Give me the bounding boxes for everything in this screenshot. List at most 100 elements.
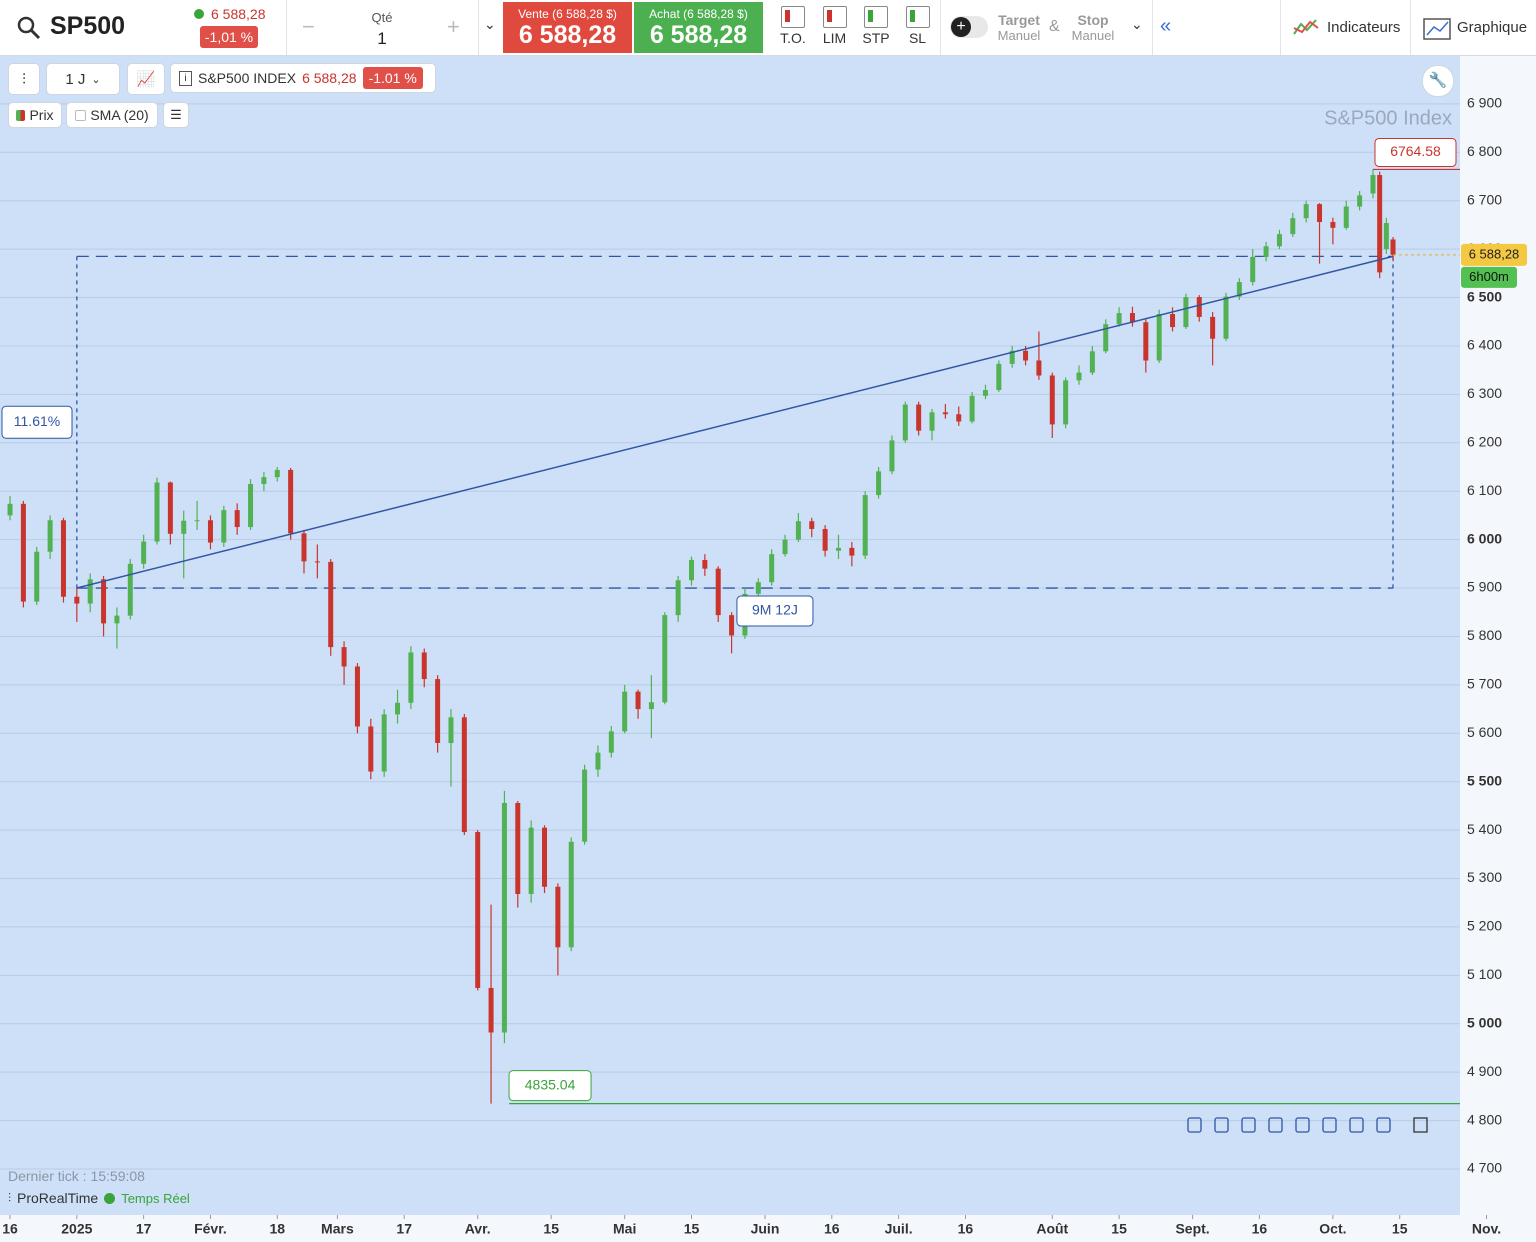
- candle-body: [1129, 313, 1135, 323]
- info-icon: [1413, 1117, 1428, 1133]
- header-price: 6 588,28: [302, 70, 357, 86]
- y-tick-label: 5 200: [1467, 918, 1502, 934]
- plus[interactable]: +: [447, 14, 460, 39]
- chart-menu[interactable]: Graphique: [1457, 19, 1528, 36]
- stop[interactable]: Stop Manuel: [1068, 12, 1118, 44]
- collapse[interactable]: «: [1160, 15, 1172, 37]
- qty[interactable]: 1: [377, 29, 387, 48]
- legend-menu[interactable]: ☰: [163, 102, 189, 128]
- order-label: SL: [908, 30, 927, 46]
- indicators[interactable]: Indicateurs: [1327, 19, 1401, 36]
- candle-body: [34, 551, 40, 602]
- candle-body: [595, 752, 601, 770]
- candle-body: [248, 483, 254, 528]
- chart-type[interactable]: 📈: [127, 63, 165, 95]
- candle-body: [421, 652, 427, 680]
- trend-line: [76, 255, 1394, 589]
- buy-button[interactable]: Achat (6 588,28 $) 6 588,28: [634, 2, 763, 53]
- sell-label: Vente (6 588,28 $): [518, 7, 617, 21]
- candle-body: [622, 691, 628, 732]
- candle-body: [221, 510, 227, 543]
- target-2: Manuel: [997, 28, 1041, 43]
- x-tick-label: Juin: [751, 1221, 780, 1237]
- candle-body: [368, 726, 374, 772]
- candle-body: [1370, 175, 1376, 194]
- candle-body: [261, 477, 267, 484]
- x-tick-label: 16: [1252, 1221, 1268, 1237]
- search-icon[interactable]: [16, 15, 42, 41]
- event-icon: [1295, 1117, 1310, 1133]
- candle-body: [542, 827, 548, 887]
- candle-body: [60, 520, 66, 597]
- y-tick-label: 5 800: [1467, 627, 1502, 643]
- minus[interactable]: −: [302, 14, 315, 39]
- target[interactable]: Target Manuel: [994, 12, 1044, 44]
- y-tick-label: 5 600: [1467, 724, 1502, 740]
- order-button[interactable]: LIM: [816, 6, 854, 46]
- y-tick-label: 6 200: [1467, 433, 1502, 449]
- candle-toggle[interactable]: ⫶: [8, 63, 40, 95]
- period-label: 1 J: [65, 70, 86, 88]
- order-button[interactable]: SL: [899, 6, 937, 46]
- symbol[interactable]: SP500: [50, 12, 126, 40]
- x-tick-label: Mai: [613, 1221, 636, 1237]
- event-icon: [1214, 1117, 1229, 1133]
- max-box: [1374, 137, 1457, 167]
- candle-body: [956, 414, 962, 422]
- candle-body: [20, 503, 26, 602]
- candle-body: [1023, 350, 1029, 361]
- candle-body: [341, 647, 347, 667]
- candle-body: [635, 691, 641, 710]
- candle-body: [982, 390, 988, 396]
- order-label: STP: [862, 30, 890, 46]
- x-tick-label: Févr.: [194, 1221, 227, 1237]
- stop-2: Manuel: [1071, 28, 1115, 43]
- y-tick-label: 6 900: [1467, 95, 1502, 111]
- event-icon: [1241, 1117, 1256, 1133]
- mode: Temps Réel: [121, 1190, 190, 1206]
- x-tick-label: Oct.: [1319, 1221, 1346, 1237]
- settings[interactable]: 🔧: [1422, 65, 1454, 97]
- candle-body: [1036, 360, 1042, 376]
- last-tick: Dernier tick : 15:59:08: [8, 1168, 145, 1184]
- candle-body: [809, 521, 815, 529]
- x-tick-label: Nov.: [1472, 1221, 1501, 1237]
- candle-body: [1156, 314, 1162, 361]
- x-tick-label: 15: [543, 1221, 559, 1237]
- toggle[interactable]: +: [950, 16, 988, 38]
- instrument-info[interactable]: i S&P500 INDEX 6 588,28 -1.01 %: [170, 63, 436, 93]
- min-box: [508, 1070, 592, 1102]
- candle-body: [582, 769, 588, 842]
- candle-body: [47, 520, 53, 552]
- qty-label: Qté: [371, 10, 393, 25]
- dropdown[interactable]: ⌄: [1131, 16, 1143, 32]
- candle-body: [395, 702, 401, 715]
- order-button[interactable]: STP: [857, 6, 895, 46]
- candle-body: [354, 666, 360, 727]
- x-tick-label: 16: [958, 1221, 974, 1237]
- candle-body: [916, 404, 922, 431]
- candle-body: [876, 471, 882, 496]
- candle-body: [1223, 296, 1229, 339]
- candle-body: [1303, 204, 1309, 219]
- stop-1: Stop: [1077, 12, 1109, 28]
- period[interactable]: 1 J ⌄: [46, 63, 120, 95]
- candle-body: [314, 561, 320, 563]
- candle-body: [1250, 256, 1256, 283]
- x-tick-label: 17: [136, 1221, 152, 1237]
- legend-sma[interactable]: SMA (20): [66, 102, 158, 128]
- candle-body: [835, 547, 841, 551]
- order-button[interactable]: T.O.: [774, 6, 812, 46]
- candle-body: [969, 395, 975, 422]
- countdown: 6h00m: [1469, 269, 1509, 284]
- candle-body: [1210, 316, 1216, 339]
- candle-body: [929, 412, 935, 431]
- dropdown[interactable]: ⌄: [484, 16, 496, 32]
- y-tick-label: 6 400: [1467, 337, 1502, 353]
- sell-button[interactable]: Vente (6 588,28 $) 6 588,28: [503, 2, 632, 53]
- candle-body: [1343, 206, 1349, 228]
- y-tick-label: 5 000: [1467, 1014, 1502, 1030]
- candle-body: [902, 404, 908, 441]
- candle-body: [435, 679, 441, 743]
- legend-price[interactable]: Prix: [8, 102, 62, 128]
